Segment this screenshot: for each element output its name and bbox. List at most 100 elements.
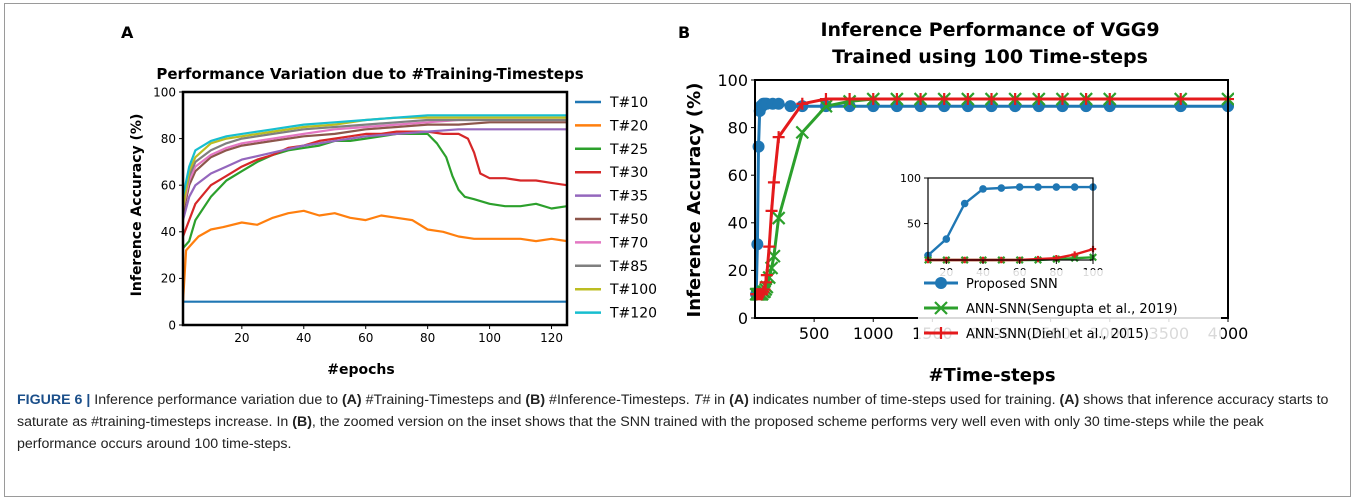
- panel-b-inset-data-marker: [1071, 251, 1078, 258]
- panel-b-data-marker: [796, 97, 809, 110]
- figure-frame: [4, 3, 1351, 497]
- panel-a-y-tick-label: 60: [161, 179, 176, 193]
- panel-a-label: A: [121, 23, 134, 42]
- panel-a-series-line: [183, 128, 567, 221]
- panel-a-legend-label: T#70: [609, 235, 648, 251]
- panel-a-plot-frame: [181, 90, 569, 327]
- figure-number: FIGURE 6 |: [17, 392, 91, 408]
- caption-segment: (B): [525, 392, 546, 408]
- panel-a-series-line: [183, 116, 567, 209]
- panel-b-legend-marker: [935, 327, 947, 339]
- panel-b-data-marker: [914, 93, 927, 106]
- caption-segment: Inference performance variation due to: [90, 392, 342, 408]
- caption-segment: (B): [292, 414, 312, 430]
- panel-b-data-marker: [760, 269, 773, 282]
- panel-b-data-marker: [758, 283, 771, 296]
- panel-a-x-tick-label: 60: [358, 331, 373, 345]
- panel-b-data-marker: [1103, 93, 1116, 106]
- panel-b-series-group: [749, 92, 1234, 301]
- figure-charts: A Performance Variation due to #Training…: [121, 19, 1248, 385]
- panel-a-series-line: [183, 209, 567, 302]
- panel-a-legend-label: T#100: [609, 282, 657, 298]
- panel-b-title-line-2: Trained using 100 Time-steps: [832, 46, 1148, 68]
- panel-b-legend-box: [918, 270, 1221, 349]
- panel-b-data-marker: [890, 93, 903, 106]
- panel-b-y-tick-label: 60: [728, 166, 748, 185]
- panel-a-series-line: [183, 118, 567, 205]
- panel-b-inset-data-marker: [997, 184, 1006, 192]
- panel-b-inset-data-marker: [979, 185, 987, 193]
- caption-body: Inference performance variation due to (…: [17, 392, 1328, 452]
- panel-b-y-tick-label: 100: [717, 71, 748, 90]
- caption-segment: #Inference-Timesteps.: [545, 392, 694, 408]
- caption-segment: shows that inference accuracy starts to …: [17, 392, 1329, 430]
- panel-a-series-line: [183, 130, 567, 237]
- panel-b-inset-background: [928, 178, 1093, 260]
- caption-segment: in: [710, 392, 730, 408]
- panel-b-legend-label: ANN-SNN(Diehl et al., 2015): [966, 327, 1149, 342]
- panel-b-data-marker: [1032, 93, 1045, 106]
- panel-b-data-marker: [763, 240, 776, 253]
- panel-a-title: Performance Variation due to #Training-T…: [156, 65, 583, 83]
- panel-b-x-axis-label: #Time-steps: [928, 365, 1055, 385]
- panel-a-legend-label: T#30: [609, 165, 648, 181]
- panel-a-x-tick-label: 100: [478, 331, 501, 345]
- panel-b-legend-label: ANN-SNN(Sengupta et al., 2019): [966, 302, 1178, 317]
- panel-b-y-tick-label: 80: [728, 118, 748, 137]
- panel-a-y-axis-label: Inference Accuracy (%): [129, 114, 145, 297]
- panel-b-data-marker: [985, 93, 998, 106]
- panel-b-inset-data-marker: [1052, 183, 1061, 191]
- panel-b-chart: B Inference Performance of VGG9 Trained …: [678, 19, 1248, 385]
- panel-b-inset-data-marker: [1015, 183, 1024, 191]
- panel-b-title-line-1: Inference Performance of VGG9: [820, 19, 1159, 41]
- panel-b-data-marker: [819, 93, 832, 106]
- panel-a-chart: A Performance Variation due to #Training…: [121, 23, 657, 378]
- panel-b-inset-data-marker: [1070, 183, 1079, 191]
- panel-b-data-marker: [819, 99, 833, 113]
- panel-a-x-axis-label: #epochs: [327, 362, 394, 378]
- panel-b-legend-label: Proposed SNN: [966, 277, 1058, 292]
- panel-b-data-marker: [1009, 93, 1022, 106]
- caption-segment: (A): [341, 392, 362, 408]
- panel-b-inset-y-tick-label: 100: [900, 172, 921, 185]
- panel-b-label: B: [678, 23, 690, 42]
- panel-a-legend-label: T#35: [609, 189, 648, 205]
- panel-b-y-axis-label: Inference Accuracy (%): [684, 83, 705, 318]
- caption-segment: T#: [693, 392, 711, 408]
- panel-a-y-tick-label: 100: [153, 85, 176, 99]
- panel-b-inset-data-marker: [942, 235, 951, 243]
- panel-a-x-tick-label: 20: [234, 331, 249, 345]
- caption-segment: indicates number of time-steps used for …: [748, 392, 1060, 408]
- panel-b-data-marker: [795, 125, 810, 140]
- panel-b-y-tick-label: 0: [738, 309, 748, 328]
- panel-b-x-tick-label: 500: [799, 324, 830, 343]
- panel-b-inset-y-tick-label: 50: [907, 218, 921, 231]
- panel-b-inset-plot-frame: [927, 177, 1094, 261]
- panel-a-legend-label: T#25: [609, 142, 648, 158]
- panel-b-data-marker: [765, 204, 778, 217]
- panel-a-series-line: [183, 132, 567, 249]
- caption-segment: (A): [729, 392, 749, 408]
- panel-a-legend-label: T#120: [609, 306, 657, 322]
- panel-b-data-marker: [772, 97, 785, 110]
- panel-a-y-tick-label: 80: [161, 132, 176, 146]
- panel-b-inset-data-marker: [1034, 255, 1042, 263]
- panel-b-data-marker: [767, 176, 780, 189]
- caption-segment: , the zoomed version on the inset shows …: [17, 414, 1264, 452]
- caption-segment: (A): [1059, 392, 1080, 408]
- panel-a-series-line: [183, 114, 567, 198]
- panel-b-data-marker: [757, 285, 770, 298]
- panel-b-data-marker: [867, 93, 880, 106]
- panel-b-data-marker: [1080, 93, 1093, 106]
- panel-b-data-marker: [938, 93, 951, 106]
- panel-b-data-marker: [759, 276, 772, 289]
- caption-segment: #Training-Timesteps and: [361, 392, 526, 408]
- panel-a-legend-label: T#50: [609, 212, 648, 228]
- panel-b-data-marker: [1174, 93, 1187, 106]
- panel-b-legend: Proposed SNN ANN-SNN(Sengupta et al., 201…: [918, 270, 1221, 349]
- panel-b-data-marker: [772, 131, 785, 144]
- panel-a-series-group: [183, 114, 567, 303]
- panel-a-x-tick-label: 80: [420, 331, 435, 345]
- panel-b-legend-marker: [934, 301, 948, 315]
